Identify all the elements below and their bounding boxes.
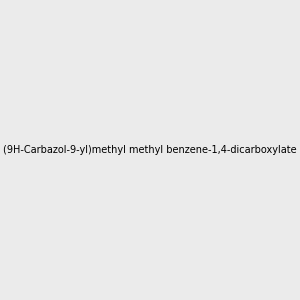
Text: (9H-Carbazol-9-yl)methyl methyl benzene-1,4-dicarboxylate: (9H-Carbazol-9-yl)methyl methyl benzene-… — [3, 145, 297, 155]
